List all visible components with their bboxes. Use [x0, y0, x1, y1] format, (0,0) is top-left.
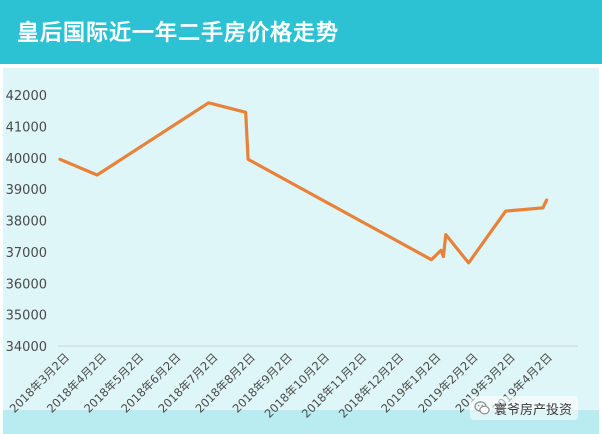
- y-tick-label: 40000: [6, 152, 47, 167]
- y-tick-label: 37000: [6, 246, 47, 261]
- wechat-icon: [474, 401, 490, 415]
- x-tick-label: 2018年12月2日: [336, 350, 407, 421]
- chart-title: 皇后国际近一年二手房价格走势: [17, 21, 340, 46]
- y-tick-label: 34000: [6, 340, 47, 355]
- plot-area: [3, 68, 599, 410]
- title-bar: 皇后国际近一年二手房价格走势: [0, 0, 602, 64]
- y-tick-label: 35000: [6, 309, 47, 324]
- x-tick-label: 2018年11月2日: [299, 350, 370, 421]
- y-tick-label: 41000: [6, 120, 47, 135]
- watermark: 寰爷房产投资: [470, 396, 579, 420]
- y-tick-label: 39000: [6, 183, 47, 198]
- y-tick-label: 42000: [6, 89, 47, 104]
- x-tick-label: 2018年10月2日: [262, 350, 333, 421]
- watermark-text: 寰爷房产投资: [494, 402, 573, 418]
- y-tick-label: 38000: [6, 215, 47, 230]
- series-line: [58, 101, 549, 265]
- y-axis: 34000 35000 36000 37000 38000 39000 40000 41000…: [6, 89, 47, 355]
- y-tick-label: 36000: [6, 277, 47, 292]
- series-layer: [58, 101, 549, 265]
